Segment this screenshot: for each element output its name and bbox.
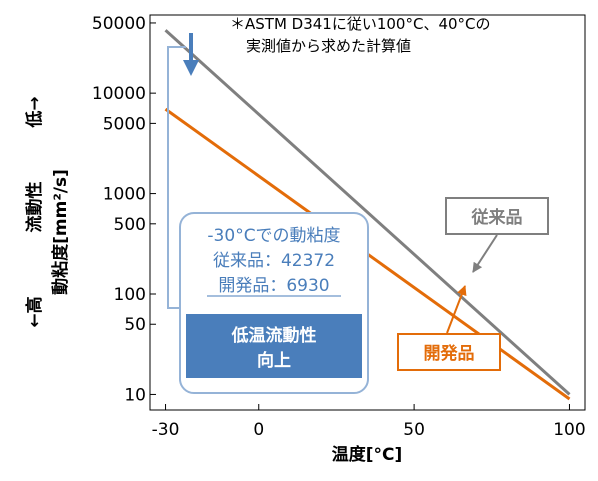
callout-developed-value: 開発品：6930 [218,276,329,296]
legend-pointer-conventional [472,234,498,273]
x-tick-label-0: 0 [253,420,264,440]
y-axis-title: 動粘度[mm²/s] [50,169,71,295]
y-tick-label-10000: 10000 [92,84,146,104]
callout-title: -30°Cでの動粘度 [207,226,340,246]
legend-pointer-developed [446,285,467,334]
legend-label-developed: 開発品 [424,343,475,364]
callout-bracket [167,46,186,309]
y-tick-label-10: 10 [124,385,146,405]
series-line-conventional [164,29,571,396]
y-tick-label-1000: 1000 [103,185,146,205]
callout-banner-line1: 低温流動性 [231,325,317,346]
x-tick-label-100: 100 [553,420,585,440]
drop-indicator-arrowhead [183,60,199,76]
y-tick-label-100: 100 [114,285,146,305]
side-label-property: 流動性 [24,182,45,233]
side-label-low: 低→ [24,96,45,128]
note-line1: ＊ASTM D341に従い100°C、40°Cの [230,15,491,33]
y-tick-label-50: 50 [124,315,146,335]
callout-banner-line2: 向上 [257,350,291,371]
legend-box-developed [397,333,501,371]
legend-box-conventional [445,197,549,235]
x-axis-title: 温度[°C] [332,444,403,465]
side-label-high: ←高 [24,296,45,327]
legend-label-conventional: 従来品 [471,207,523,228]
plot-area [149,14,586,411]
x-tick-label--30: -30 [152,420,180,440]
callout-conventional-value: 従来品：42372 [213,251,335,271]
y-tick-label-50000: 50000 [92,14,146,34]
callout-banner [186,314,362,378]
y-tick-label-500: 500 [114,215,146,235]
y-tick-label-5000: 5000 [103,114,146,134]
note-line2: 実測値から求めた計算値 [246,37,411,55]
x-tick-label-50: 50 [403,420,425,440]
